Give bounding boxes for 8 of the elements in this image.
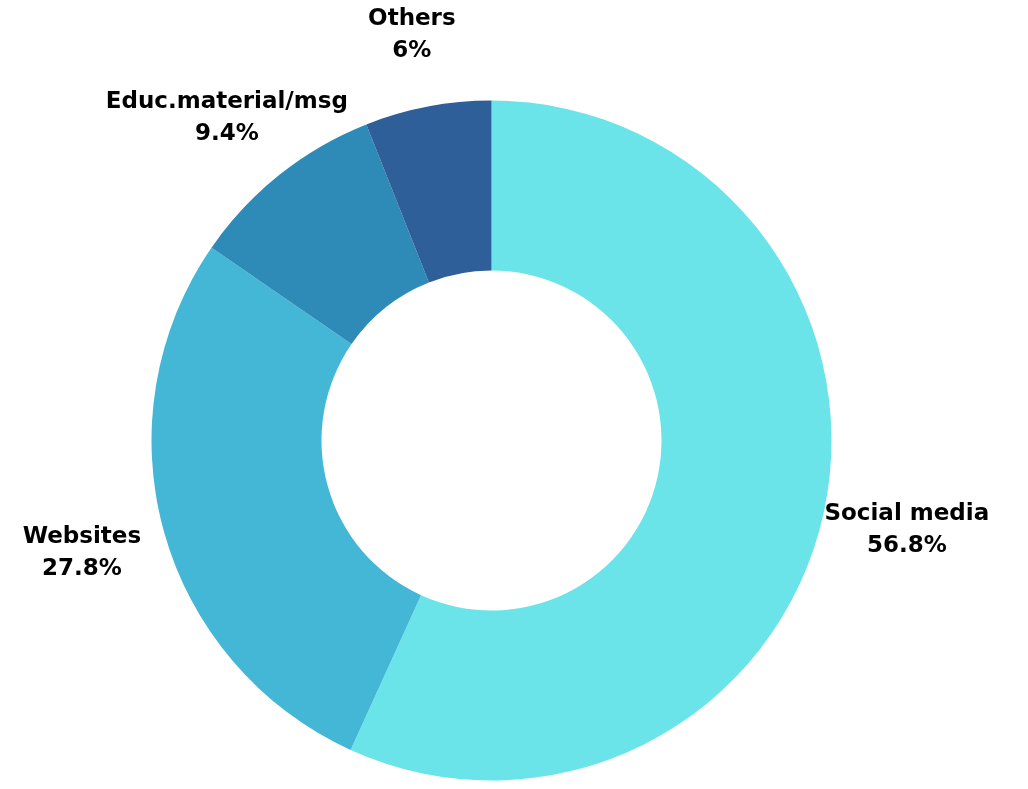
data-label: 27.8%	[42, 554, 122, 581]
slice-label: Others	[368, 4, 456, 31]
slice-label: Educ.material/msg	[105, 86, 348, 113]
slice-label: Websites	[22, 522, 142, 549]
data-label: 9.4%	[194, 118, 259, 145]
data-label: 56.8%	[866, 531, 947, 558]
slice-label: Social media	[824, 499, 990, 526]
data-label: 6%	[392, 36, 432, 63]
